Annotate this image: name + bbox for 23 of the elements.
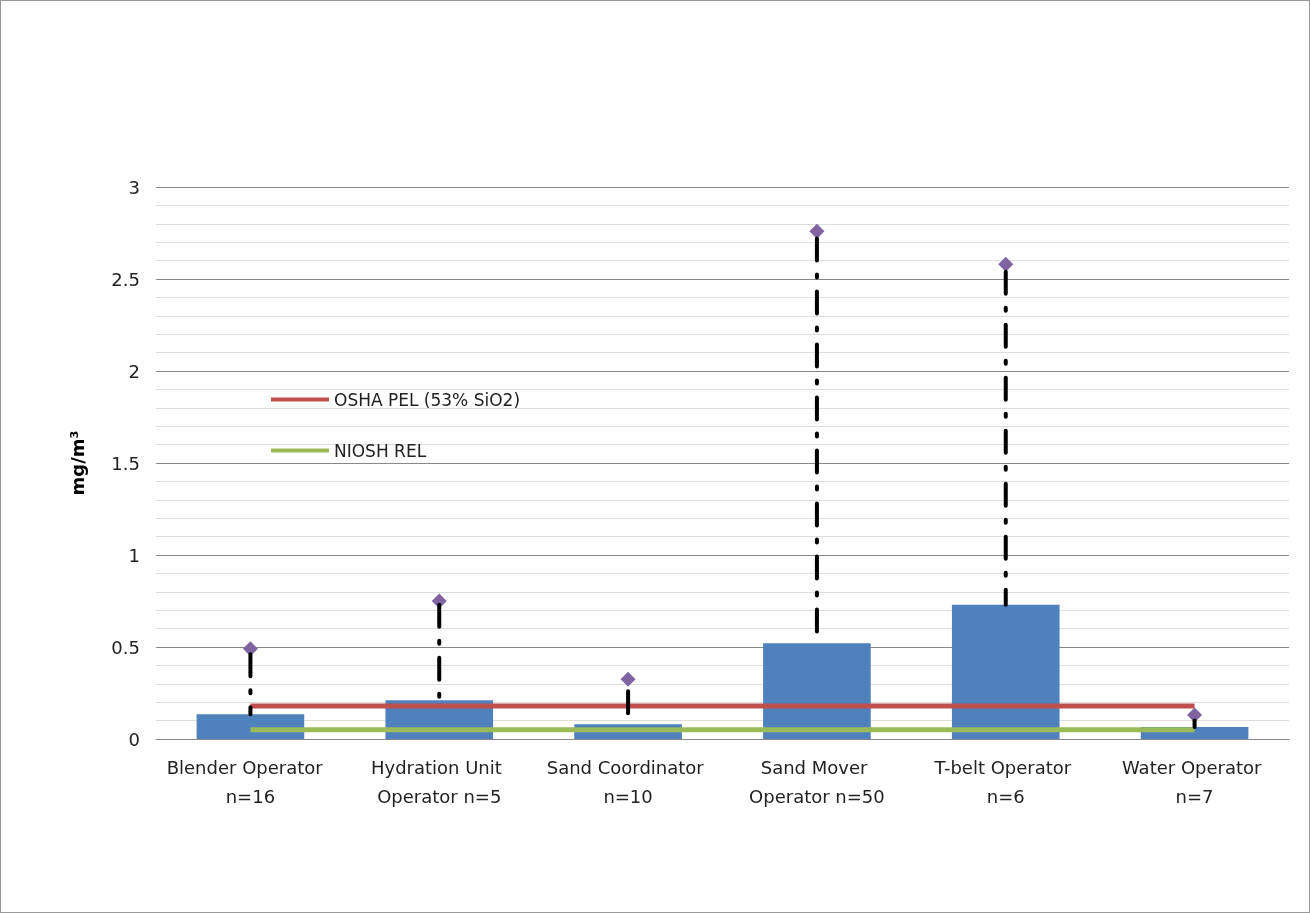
y-tick-label: 0 bbox=[128, 728, 140, 750]
y-axis-title: mg/m³ bbox=[66, 430, 88, 496]
point bbox=[809, 223, 825, 239]
legend-label: NIOSH REL bbox=[334, 440, 427, 461]
x-tick-label: Sand Coordinator n=10 bbox=[546, 757, 710, 807]
y-tick-label: 1 bbox=[128, 544, 140, 566]
x-tick-label: Hydration Unit Operator n=5 bbox=[370, 757, 508, 807]
x-tick-label: Sand Mover Operator n=50 bbox=[749, 757, 885, 807]
x-tick-label: T-belt Operator n=6 bbox=[933, 757, 1077, 807]
x-tick-label: Water Operator n=7 bbox=[1121, 757, 1268, 807]
y-tick-label: 2.5 bbox=[111, 268, 140, 290]
bar bbox=[951, 604, 1060, 739]
y-tick-label: 0.5 bbox=[111, 636, 140, 658]
point bbox=[620, 671, 636, 687]
y-tick-label: 1.5 bbox=[111, 452, 140, 474]
point bbox=[242, 641, 258, 657]
y-tick-label: 2 bbox=[128, 360, 140, 382]
y-tick-label: 3 bbox=[128, 176, 140, 198]
point bbox=[1187, 707, 1203, 723]
point bbox=[998, 256, 1014, 272]
bar bbox=[763, 643, 871, 739]
x-tick-label: Blender Operator n=16 bbox=[166, 757, 335, 807]
legend-label: OSHA PEL (53% SiO2) bbox=[334, 389, 521, 410]
